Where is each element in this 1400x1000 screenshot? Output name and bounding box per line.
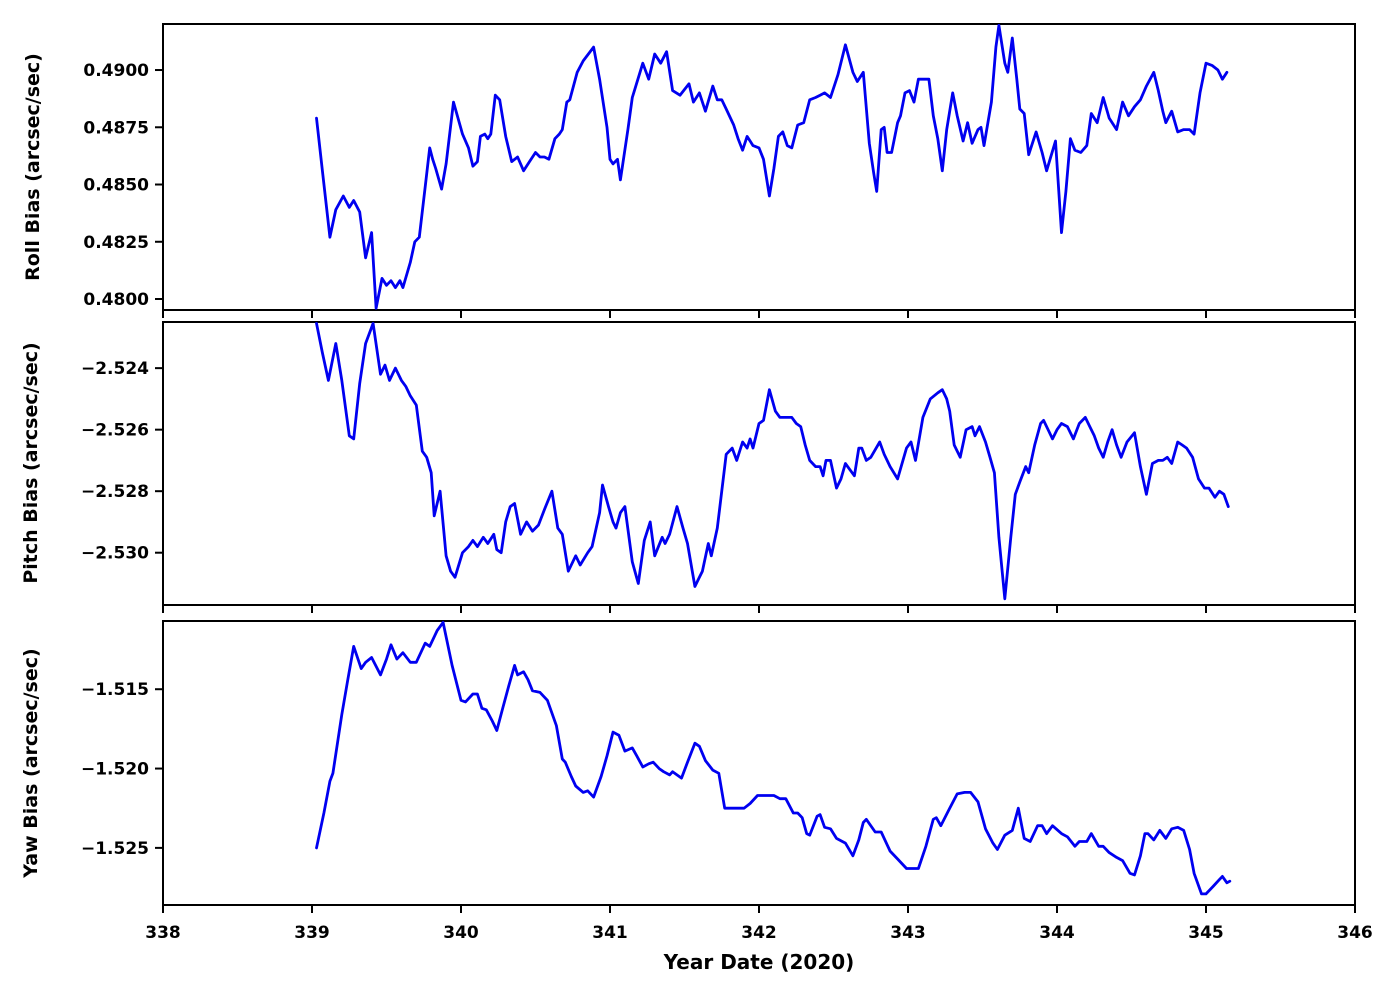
y-tick-label: 0.4875 bbox=[83, 118, 149, 138]
x-tick-label: 339 bbox=[294, 923, 330, 943]
panel-border-roll-bias bbox=[162, 23, 1356, 311]
x-tick-label: 346 bbox=[1337, 923, 1373, 943]
x-tick-label: 344 bbox=[1039, 923, 1075, 943]
ylabel-yaw-bias: Yaw Bias (arcsec/sec) bbox=[20, 648, 42, 878]
y-tick-label: 0.4850 bbox=[83, 176, 149, 196]
panel-border-pitch-bias bbox=[162, 321, 1356, 606]
x-tick-label: 342 bbox=[741, 923, 777, 943]
x-tick-label: 341 bbox=[592, 923, 628, 943]
y-tick-label: −1.520 bbox=[81, 760, 149, 780]
y-tick-label: −2.530 bbox=[81, 544, 149, 564]
y-tick-label: 0.4900 bbox=[83, 61, 149, 81]
pitch-bias-line bbox=[315, 321, 1230, 601]
x-tick-label: 340 bbox=[443, 923, 479, 943]
xlabel-year-date: Year Date (2020) bbox=[663, 950, 855, 974]
panel-border-yaw-bias bbox=[162, 620, 1356, 906]
y-tick-label: −1.525 bbox=[81, 839, 149, 859]
y-tick-label: −2.526 bbox=[81, 421, 149, 441]
x-tick-label: 343 bbox=[890, 923, 926, 943]
roll-bias-line bbox=[315, 23, 1229, 310]
ylabel-pitch-bias: Pitch Bias (arcsec/sec) bbox=[20, 342, 42, 584]
y-tick-label: 0.4825 bbox=[83, 233, 149, 253]
y-tick-label: 0.4800 bbox=[83, 290, 149, 310]
x-tick-label: 338 bbox=[145, 923, 181, 943]
y-tick-label: −2.524 bbox=[81, 359, 149, 379]
x-tick-label: 345 bbox=[1188, 923, 1224, 943]
ylabel-roll-bias: Roll Bias (arcsec/sec) bbox=[22, 53, 44, 281]
y-tick-label: −2.528 bbox=[81, 482, 149, 502]
y-tick-label: −1.515 bbox=[81, 680, 149, 700]
yaw-bias-line bbox=[315, 621, 1232, 896]
